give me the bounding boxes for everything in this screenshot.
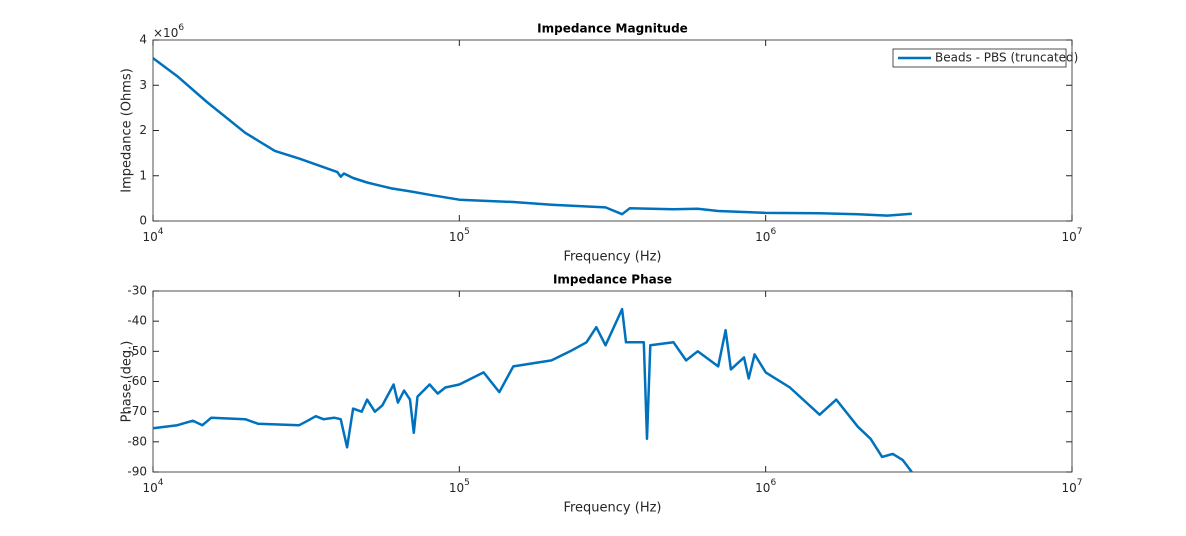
- axes-box: [152, 290, 1073, 473]
- y-tick-label: -40: [127, 314, 147, 328]
- y-tick-label: -70: [127, 404, 147, 418]
- x-axis-label: Frequency (Hz): [563, 250, 661, 265]
- data-line: [152, 57, 912, 217]
- x-tick-label: 106: [755, 227, 776, 244]
- x-tick-label: 104: [142, 227, 163, 244]
- data-line: [152, 307, 913, 473]
- y-tick-label: 3: [139, 78, 147, 92]
- y-tick-label: -50: [127, 344, 147, 358]
- y-tick-label: -60: [127, 374, 147, 388]
- y-tick-label: 0: [139, 214, 147, 228]
- x-tick-label: 106: [755, 478, 776, 495]
- y-axis-label: Phase (deg.): [120, 341, 135, 423]
- x-tick-label: 105: [449, 478, 470, 495]
- y-tick-label: -30: [127, 284, 147, 298]
- y-tick-label: 2: [139, 123, 147, 137]
- y-axis-label: Impedance (Ohms): [120, 68, 135, 193]
- axes-background: [153, 291, 1072, 472]
- chart-title: Impedance Magnitude: [537, 22, 688, 36]
- y-tick-label: 1: [139, 168, 147, 182]
- axes-background: [153, 40, 1072, 221]
- y-exponent: ×106: [153, 23, 184, 40]
- x-tick-label: 104: [142, 478, 163, 495]
- x-axis-label: Frequency (Hz): [563, 501, 661, 516]
- axes-box: [152, 39, 1073, 222]
- legend-label: Beads - PBS (truncated): [935, 51, 1078, 65]
- x-tick-label: 107: [1061, 478, 1082, 495]
- chart-title: Impedance Phase: [553, 273, 672, 287]
- x-tick-label: 107: [1061, 227, 1082, 244]
- x-tick-label: 105: [449, 227, 470, 244]
- y-tick-label: -80: [127, 434, 147, 448]
- legend-box: [892, 48, 1067, 68]
- y-tick-label: 4: [139, 33, 147, 47]
- y-tick-label: -90: [127, 465, 147, 479]
